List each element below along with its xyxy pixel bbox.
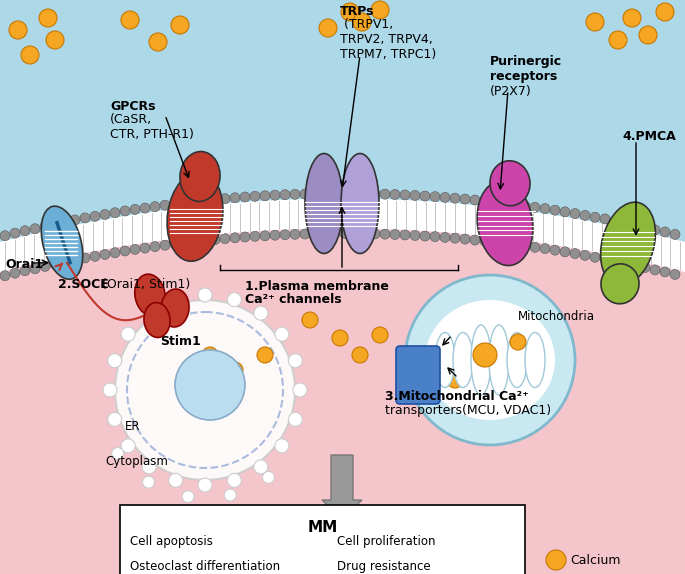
- Circle shape: [182, 491, 194, 503]
- Circle shape: [120, 206, 130, 216]
- Circle shape: [480, 236, 490, 246]
- Circle shape: [620, 218, 630, 228]
- Circle shape: [275, 439, 289, 453]
- Circle shape: [121, 11, 139, 29]
- Circle shape: [660, 227, 670, 237]
- Circle shape: [352, 347, 368, 363]
- Circle shape: [270, 230, 280, 240]
- Ellipse shape: [477, 181, 533, 266]
- Ellipse shape: [41, 206, 83, 280]
- Circle shape: [520, 241, 530, 251]
- Circle shape: [390, 189, 400, 200]
- Circle shape: [320, 189, 330, 199]
- Circle shape: [290, 189, 300, 199]
- Circle shape: [410, 191, 420, 200]
- Circle shape: [300, 229, 310, 239]
- Circle shape: [20, 226, 30, 236]
- Circle shape: [270, 190, 280, 200]
- Circle shape: [430, 232, 440, 242]
- Ellipse shape: [601, 202, 656, 285]
- Circle shape: [520, 201, 530, 211]
- Ellipse shape: [144, 302, 170, 338]
- Ellipse shape: [341, 153, 379, 254]
- Circle shape: [227, 362, 243, 378]
- Circle shape: [290, 230, 300, 239]
- Circle shape: [50, 219, 60, 229]
- Circle shape: [142, 460, 156, 474]
- Circle shape: [160, 200, 170, 210]
- Circle shape: [540, 204, 550, 214]
- Circle shape: [470, 235, 480, 245]
- Circle shape: [60, 257, 70, 267]
- Circle shape: [620, 258, 630, 268]
- Circle shape: [656, 3, 674, 21]
- Circle shape: [490, 197, 500, 207]
- Circle shape: [280, 230, 290, 240]
- Circle shape: [21, 46, 39, 64]
- Text: Orai1: Orai1: [5, 258, 43, 271]
- Circle shape: [103, 383, 117, 397]
- Text: Cell proliferation: Cell proliferation: [338, 535, 436, 548]
- Circle shape: [120, 246, 130, 256]
- Circle shape: [150, 201, 160, 212]
- Ellipse shape: [135, 274, 165, 316]
- Circle shape: [240, 192, 250, 202]
- Circle shape: [190, 236, 200, 246]
- Text: 3.Mitochondrial Ca²⁺: 3.Mitochondrial Ca²⁺: [385, 390, 529, 403]
- Circle shape: [430, 192, 440, 201]
- Polygon shape: [0, 199, 685, 272]
- Circle shape: [257, 347, 273, 363]
- Circle shape: [170, 199, 180, 209]
- Text: MM: MM: [308, 520, 338, 535]
- Text: transporters(MCU, VDAC1): transporters(MCU, VDAC1): [385, 404, 551, 417]
- Polygon shape: [0, 228, 685, 574]
- Circle shape: [90, 211, 100, 222]
- Circle shape: [440, 232, 450, 242]
- Circle shape: [293, 383, 307, 397]
- Circle shape: [112, 448, 123, 459]
- Circle shape: [108, 412, 122, 426]
- Circle shape: [490, 237, 500, 247]
- Circle shape: [302, 312, 318, 328]
- Circle shape: [40, 222, 50, 231]
- Circle shape: [198, 288, 212, 302]
- Circle shape: [420, 231, 430, 241]
- Circle shape: [227, 474, 241, 487]
- Circle shape: [610, 216, 620, 226]
- Circle shape: [142, 306, 156, 320]
- Circle shape: [332, 330, 348, 346]
- Circle shape: [180, 197, 190, 208]
- Ellipse shape: [489, 325, 509, 395]
- Text: Stim1: Stim1: [160, 335, 201, 348]
- Circle shape: [340, 228, 350, 239]
- Circle shape: [560, 247, 570, 257]
- Circle shape: [360, 228, 370, 239]
- Circle shape: [175, 350, 245, 420]
- Ellipse shape: [180, 152, 220, 201]
- Circle shape: [510, 239, 520, 250]
- Circle shape: [390, 230, 400, 239]
- Circle shape: [180, 238, 190, 247]
- Circle shape: [670, 230, 680, 239]
- Ellipse shape: [161, 289, 189, 327]
- Circle shape: [330, 188, 340, 199]
- Circle shape: [580, 250, 590, 261]
- Text: TRPs: TRPs: [340, 5, 375, 18]
- Circle shape: [600, 254, 610, 264]
- Circle shape: [470, 195, 480, 205]
- Circle shape: [30, 263, 40, 274]
- Circle shape: [90, 251, 100, 261]
- Circle shape: [10, 268, 20, 278]
- Circle shape: [623, 9, 641, 27]
- Circle shape: [540, 243, 550, 254]
- Circle shape: [10, 228, 20, 238]
- Circle shape: [200, 235, 210, 246]
- Text: Ca²⁺ channels: Ca²⁺ channels: [245, 293, 342, 306]
- Ellipse shape: [525, 332, 545, 387]
- FancyBboxPatch shape: [396, 346, 440, 404]
- Polygon shape: [0, 0, 685, 242]
- Circle shape: [254, 460, 268, 474]
- Circle shape: [230, 193, 240, 203]
- Ellipse shape: [601, 264, 639, 304]
